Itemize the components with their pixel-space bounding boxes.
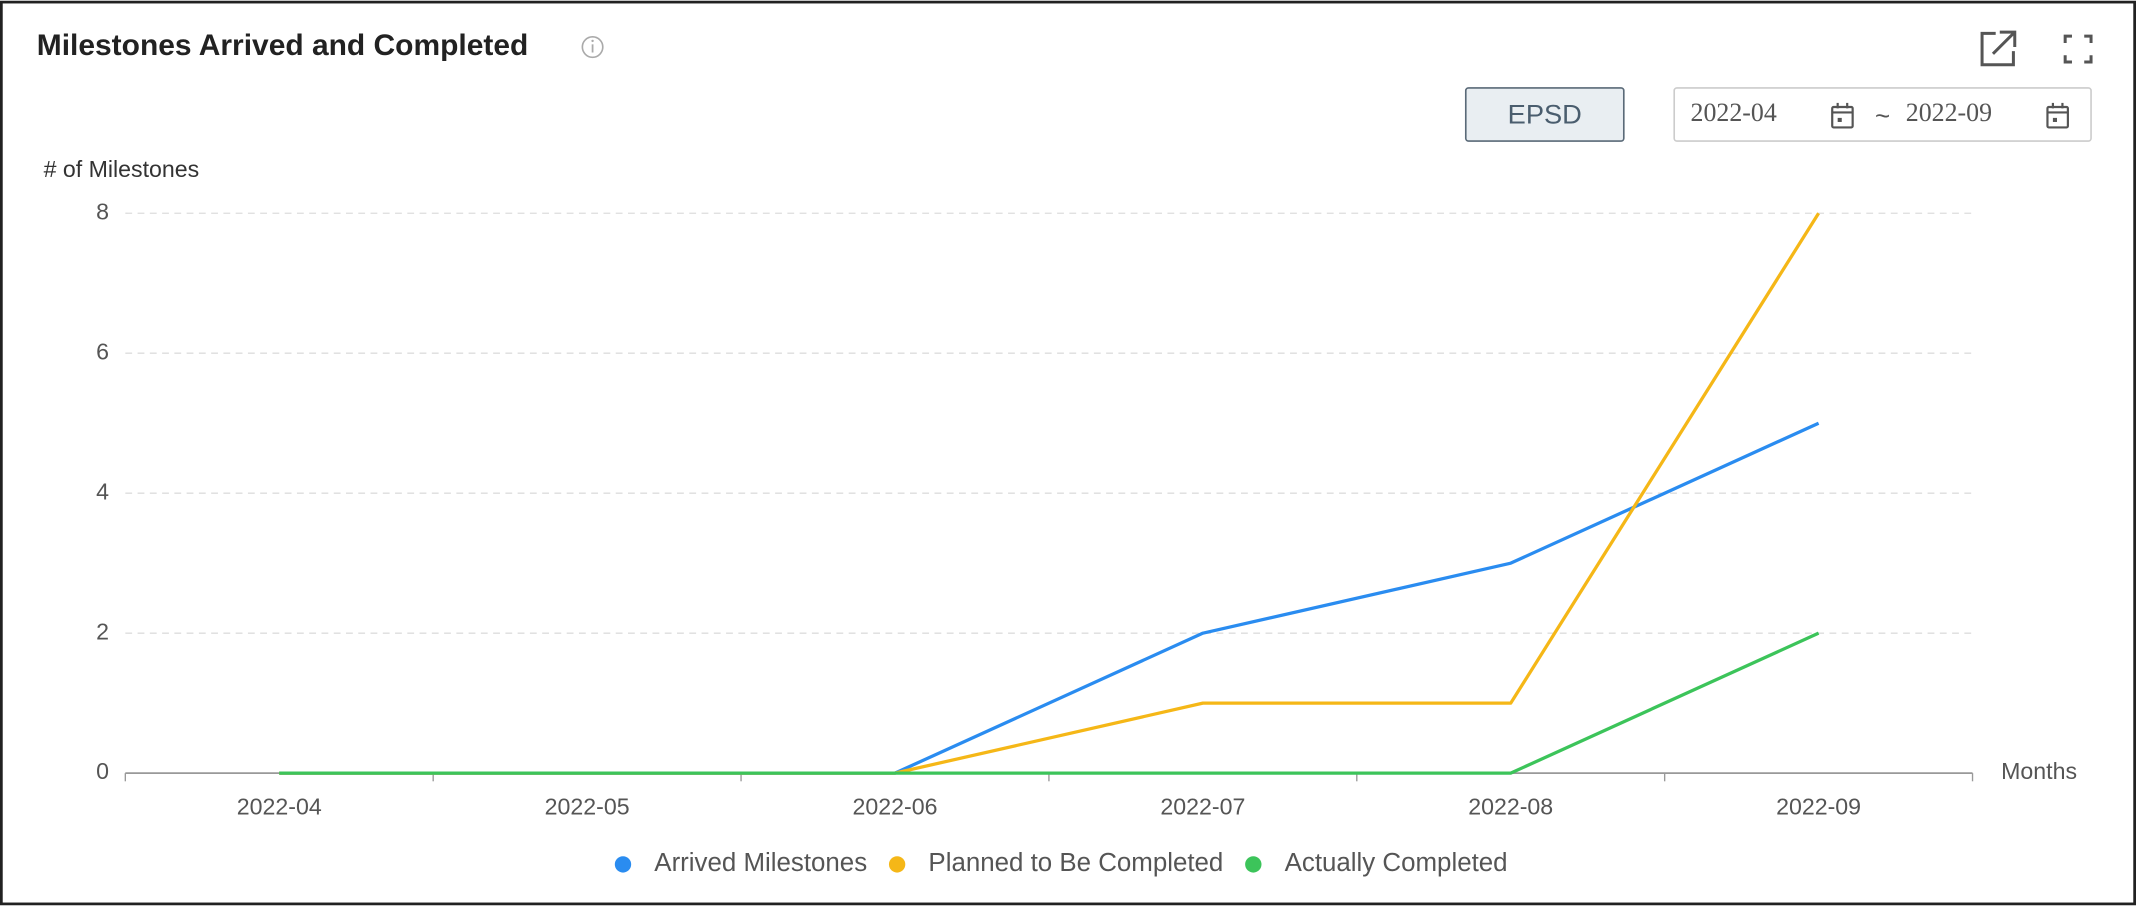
date-separator: ~	[1875, 103, 1890, 131]
y-tick-label: 0	[96, 758, 109, 784]
legend-label: Planned to Be Completed	[928, 849, 1223, 877]
chart-title: Milestones Arrived and Completed	[37, 29, 529, 62]
x-tick-label: 2022-06	[853, 794, 938, 820]
x-tick-label: 2022-07	[1160, 794, 1245, 820]
date-range-picker[interactable]: 2022-04 ~ 2022-09	[1673, 87, 2092, 142]
x-tick-label: 2022-05	[545, 794, 630, 820]
legend-marker	[614, 856, 632, 873]
legend-marker	[1245, 856, 1262, 873]
x-tick-label: 2022-08	[1468, 794, 1553, 820]
x-axis-label: Months	[2001, 758, 2077, 784]
y-tick-label: 4	[96, 478, 109, 504]
y-tick-label: 2	[96, 618, 109, 644]
calendar-icon	[1831, 102, 1854, 129]
x-tick-label: 2022-04	[237, 794, 322, 820]
legend-marker	[888, 856, 906, 873]
x-tick-label: 2022-09	[1776, 794, 1861, 820]
date-start: 2022-04	[1691, 98, 1777, 127]
calendar-icon	[2046, 102, 2069, 129]
fullscreen-icon[interactable]	[2063, 34, 2093, 64]
series-line	[279, 631, 1820, 775]
legend: Arrived Milestones Planned to Be Complete…	[614, 849, 1508, 877]
epsd-button[interactable]: EPSD	[1464, 87, 1625, 142]
button-label: EPSD	[1508, 99, 1582, 130]
date-end: 2022-09	[1906, 98, 1992, 127]
legend-label: Actually Completed	[1285, 849, 1508, 877]
legend-label: Arrived Milestones	[654, 849, 867, 877]
open-external-icon[interactable]	[1980, 30, 2017, 67]
info-icon[interactable]	[581, 36, 604, 59]
y-tick-label: 8	[96, 198, 109, 224]
y-axis-label: # of Milestones	[44, 156, 200, 182]
y-tick-label: 6	[96, 338, 109, 364]
plot-area: 0 2 4 6 8 2022-04 2022-05 2022-06 2022-07 2022-08…	[96, 198, 1974, 877]
